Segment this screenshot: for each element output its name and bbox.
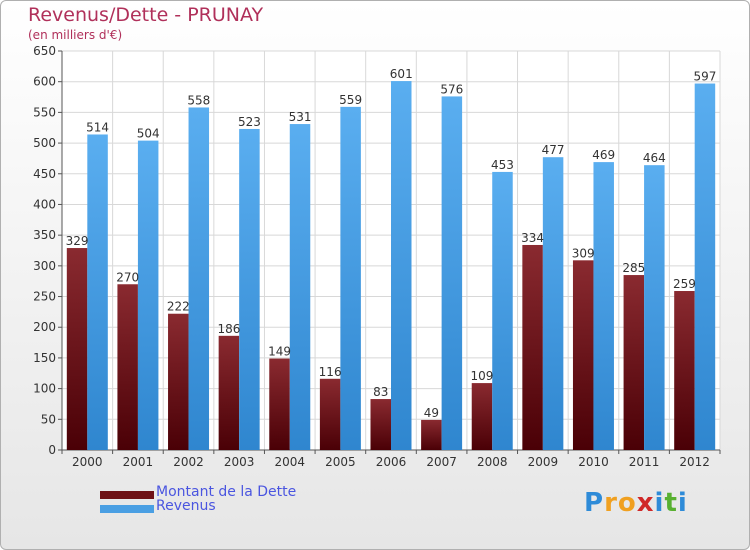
data-label-revenue: 531 bbox=[289, 110, 312, 124]
bar-debt bbox=[674, 291, 695, 450]
bar-revenue bbox=[441, 96, 463, 450]
bar-revenue bbox=[239, 128, 260, 450]
bars bbox=[66, 81, 716, 451]
data-label-debt: 49 bbox=[424, 406, 439, 420]
x-tick-label: 2001 bbox=[123, 455, 154, 469]
data-label-debt: 149 bbox=[268, 345, 291, 359]
x-tick-label: 2003 bbox=[224, 455, 255, 469]
bar-revenue bbox=[542, 157, 564, 451]
x-tick-label: 2009 bbox=[528, 455, 559, 469]
data-label-debt: 329 bbox=[66, 234, 89, 248]
logo-letter: P bbox=[584, 488, 605, 518]
x-tick-label: 2005 bbox=[325, 455, 356, 469]
data-label-revenue: 597 bbox=[693, 70, 716, 84]
bar-revenue bbox=[289, 124, 311, 450]
bar-debt bbox=[269, 358, 290, 450]
data-labels: 329 514 270 504 222 558 186 523 149 531 116 559 83 60… bbox=[66, 67, 717, 420]
bar-debt bbox=[319, 378, 341, 450]
data-label-revenue: 523 bbox=[238, 115, 261, 129]
bar-debt bbox=[421, 419, 442, 450]
y-tick-label: 450 bbox=[33, 167, 56, 181]
data-label-debt: 259 bbox=[673, 277, 696, 291]
y-tick-label: 150 bbox=[33, 351, 56, 365]
y-tick-label: 200 bbox=[33, 320, 56, 334]
proxiti-logo: Proxiti bbox=[584, 488, 688, 518]
x-tick-label: 2012 bbox=[679, 455, 710, 469]
chart-subtitle: (en milliers d'€) bbox=[28, 28, 123, 42]
x-tick-label: 2004 bbox=[274, 455, 305, 469]
bar-revenue bbox=[137, 140, 159, 451]
x-tick-label: 2007 bbox=[426, 455, 457, 469]
data-label-debt: 270 bbox=[116, 270, 139, 284]
y-tick-label: 250 bbox=[33, 290, 56, 304]
logo-letter: i bbox=[677, 488, 688, 518]
y-tick-label: 350 bbox=[33, 228, 56, 242]
data-label-debt: 186 bbox=[217, 322, 240, 336]
bar-revenue bbox=[492, 171, 513, 451]
logo-letter: o bbox=[617, 488, 637, 518]
data-label-debt: 334 bbox=[521, 231, 544, 245]
data-label-revenue: 576 bbox=[440, 82, 463, 96]
data-label-debt: 83 bbox=[373, 385, 388, 399]
x-tick-label: 2002 bbox=[173, 455, 204, 469]
y-tick-label: 600 bbox=[33, 75, 56, 89]
bar-debt bbox=[522, 244, 543, 450]
data-label-debt: 309 bbox=[572, 246, 595, 260]
data-label-debt: 285 bbox=[622, 261, 645, 275]
legend-label-debt: Montant de la Dette bbox=[156, 484, 297, 500]
bar-debt bbox=[572, 260, 594, 450]
data-label-revenue: 514 bbox=[86, 120, 109, 134]
y-tick-label: 400 bbox=[33, 197, 56, 211]
y-tick-label: 500 bbox=[33, 136, 56, 150]
data-label-revenue: 504 bbox=[137, 127, 160, 141]
y-tick-label: 50 bbox=[41, 412, 56, 426]
bar-revenue bbox=[188, 107, 210, 450]
bar-revenue bbox=[87, 134, 108, 450]
data-label-revenue: 477 bbox=[542, 143, 565, 157]
bar-debt bbox=[218, 335, 240, 450]
bar-debt bbox=[471, 383, 493, 450]
x-tick-label: 2011 bbox=[629, 455, 660, 469]
bar-revenue bbox=[340, 106, 361, 451]
bar-debt bbox=[66, 248, 88, 450]
y-tick-label: 100 bbox=[33, 382, 56, 396]
y-tick-label: 650 bbox=[33, 44, 56, 58]
data-label-revenue: 558 bbox=[187, 93, 210, 107]
bar-debt bbox=[370, 399, 391, 450]
logo-letter: t bbox=[664, 488, 678, 518]
y-tick-label: 0 bbox=[48, 443, 56, 457]
chart-title: Revenus/Dette - PRUNAY bbox=[28, 4, 264, 26]
data-label-debt: 116 bbox=[319, 365, 342, 379]
y-tick-label: 550 bbox=[33, 105, 56, 119]
y-tick-label: 300 bbox=[33, 259, 56, 273]
axes: 0 50 100 150 200 250 300 350 400 450 500 550 600 650 2… bbox=[33, 44, 721, 469]
bar-debt bbox=[623, 275, 645, 450]
bar-revenue bbox=[694, 83, 716, 450]
data-label-revenue: 601 bbox=[390, 67, 413, 81]
x-tick-label: 2008 bbox=[477, 455, 508, 469]
bar-revenue bbox=[644, 165, 665, 450]
legend-swatch-revenue bbox=[100, 505, 154, 513]
logo-letter: x bbox=[636, 488, 655, 518]
data-label-revenue: 469 bbox=[592, 148, 615, 162]
logo-letter: r bbox=[604, 488, 618, 518]
logo-letter: i bbox=[654, 488, 665, 518]
data-label-revenue: 464 bbox=[643, 151, 666, 165]
legend-label-revenue: Revenus bbox=[156, 498, 216, 514]
bar-debt bbox=[117, 284, 138, 450]
bar-debt bbox=[168, 313, 189, 450]
x-tick-label: 2010 bbox=[578, 455, 609, 469]
data-label-revenue: 559 bbox=[339, 93, 362, 107]
bar-revenue bbox=[391, 81, 412, 450]
data-label-debt: 222 bbox=[167, 300, 190, 314]
legend-swatch-debt bbox=[100, 491, 154, 499]
data-label-debt: 109 bbox=[471, 369, 494, 383]
x-tick-label: 2000 bbox=[72, 455, 103, 469]
data-label-revenue: 453 bbox=[491, 158, 514, 172]
bar-revenue bbox=[593, 162, 614, 451]
x-tick-label: 2006 bbox=[376, 455, 407, 469]
